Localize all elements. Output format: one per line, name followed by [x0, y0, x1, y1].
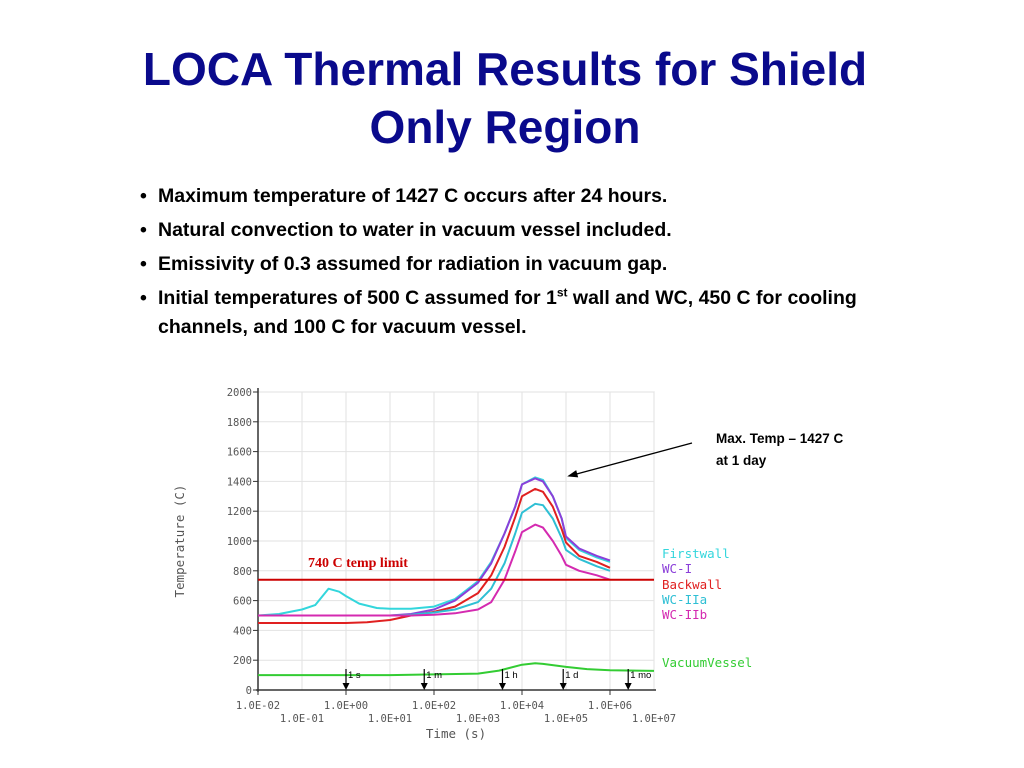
- bullet-item: Maximum temperature of 1427 C occurs aft…: [140, 182, 920, 211]
- series-lines: [257, 476, 655, 677]
- x-tick-label: 1.0E+00: [324, 700, 368, 712]
- max-temp-annotation: [567, 442, 693, 478]
- bullet-text: Emissivity of 0.3 assumed for radiation …: [158, 253, 668, 275]
- legend-entry-firstwall: Firstwall: [662, 546, 730, 561]
- legend-entry-backwall: Backwall: [662, 577, 722, 592]
- x-tick-label: 1.0E-02: [236, 700, 280, 712]
- y-tick-label: 1200: [227, 506, 252, 518]
- legend-entry-wc-iib: WC-IIb: [662, 607, 707, 622]
- y-tick-label: 200: [233, 655, 252, 667]
- temp-limit-label: 740 C temp limit: [308, 556, 408, 571]
- title-line-1: LOCA Thermal Results for Shield: [142, 43, 868, 95]
- bullet-text-sup: st: [556, 285, 568, 300]
- annotation-arrow-line: [575, 442, 693, 476]
- bullet-text: Maximum temperature of 1427 C occurs aft…: [158, 185, 668, 207]
- time-marker-label: 1 m: [426, 670, 442, 681]
- axes: [256, 388, 656, 692]
- legend-entry-wc-i: WC-I: [662, 561, 692, 576]
- x-tick-label: 1.0E+06: [588, 700, 632, 712]
- y-tick-label: 1600: [227, 447, 252, 459]
- title-line-2: Only Region: [369, 101, 641, 153]
- y-tick-label: 800: [233, 566, 252, 578]
- series-line-wc-iib: [258, 523, 611, 617]
- y-tick-label: 400: [233, 625, 252, 637]
- time-markers: 1 s 1 m 1 h 1 d 1 mo: [342, 669, 651, 690]
- time-marker-arrow: [559, 683, 567, 690]
- time-marker-label: 1 mo: [630, 670, 651, 681]
- x-tick-label: 1.0E+05: [544, 713, 588, 725]
- x-tick-label: 1.0E+01: [368, 713, 412, 725]
- bullet-text-post: wall and WC, 450 C for cooling channels,…: [158, 287, 857, 338]
- time-marker-arrow: [420, 683, 428, 690]
- series-line-vacuumvessel: [258, 662, 655, 677]
- time-marker-label: 1 s: [348, 670, 361, 681]
- time-marker-arrow: [498, 683, 506, 690]
- page-title: LOCA Thermal Results for Shield Only Reg…: [0, 40, 1010, 156]
- y-axis-label: Temperature (C): [172, 485, 187, 598]
- bullet-item: Natural convection to water in vacuum ve…: [140, 216, 920, 245]
- y-tick-label: 600: [233, 596, 252, 608]
- bullet-text: Natural convection to water in vacuum ve…: [158, 219, 672, 241]
- x-axis-label: Time (s): [426, 726, 486, 741]
- time-marker-arrow: [624, 683, 632, 690]
- x-tick-label: 1.0E-01: [280, 713, 324, 725]
- x-tick-label: 1.0E+07: [632, 713, 676, 725]
- annotation-arrow-head: [567, 470, 579, 478]
- bullet-list: Maximum temperature of 1427 C occurs aft…: [140, 182, 920, 347]
- y-tick-label: 2000: [227, 387, 252, 399]
- time-marker-label: 1 d: [565, 670, 578, 681]
- series-line-backwall: [258, 487, 611, 624]
- x-tick-label: 1.0E+03: [456, 713, 500, 725]
- bullet-text-pre: Initial temperatures of 500 C assumed fo…: [158, 287, 557, 309]
- annotation-line-1: Max. Temp – 1427 C: [716, 431, 844, 446]
- bullet-item: Emissivity of 0.3 assumed for radiation …: [140, 250, 920, 279]
- y-tick-labels: 0 200 400 600 800 1000 1200 1400 1600 1800 2000: [227, 387, 258, 697]
- annotation-line-2: at 1 day: [716, 453, 767, 468]
- time-marker-arrow: [342, 683, 350, 690]
- y-tick-label: 1400: [227, 476, 252, 488]
- time-marker-label: 1 h: [504, 670, 517, 681]
- y-tick-label: 1000: [227, 536, 252, 548]
- legend-entry-wc-iia: WC-IIa: [662, 592, 707, 607]
- y-tick-label: 0: [246, 685, 252, 697]
- y-tick-label: 1800: [227, 417, 252, 429]
- x-tick-labels: 1.0E-02 1.0E+00 1.0E+02 1.0E+04 1.0E+06 1.0E-…: [236, 690, 676, 725]
- bullet-item: Initial temperatures of 500 C assumed fo…: [140, 284, 920, 342]
- x-tick-label: 1.0E+04: [500, 700, 544, 712]
- legend-entry-vacuumvessel: VacuumVessel: [662, 655, 752, 670]
- x-tick-label: 1.0E+02: [412, 700, 456, 712]
